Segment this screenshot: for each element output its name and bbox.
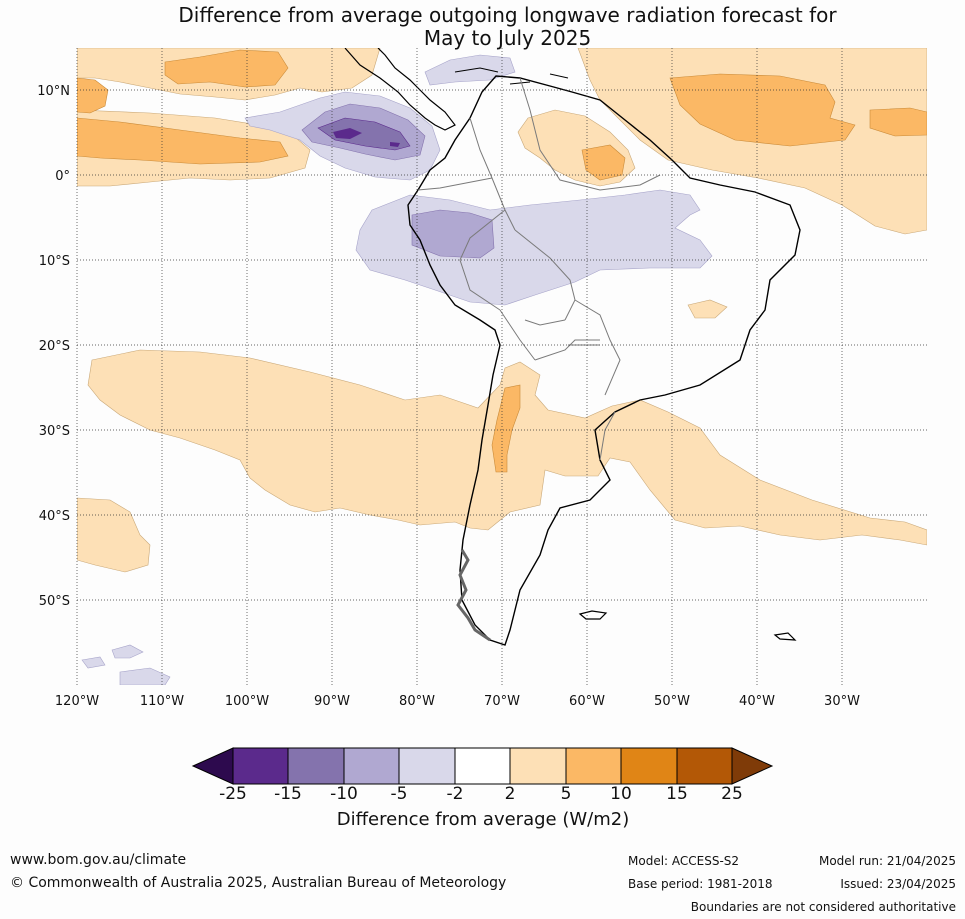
negative-anomaly-dark — [317, 117, 411, 151]
map-title: Difference from average outgoing longwav… — [0, 4, 965, 50]
positive-anomaly-medium — [77, 49, 927, 473]
lon-label: 120°W — [55, 694, 99, 709]
colorbar-title: Difference from average (W/m2) — [337, 809, 629, 830]
lon-label: 30°W — [824, 694, 860, 709]
lon-label: 100°W — [225, 694, 269, 709]
negative-anomaly-strongest — [333, 128, 400, 147]
lat-label: 10°S — [39, 254, 70, 269]
lon-label: 110°W — [140, 694, 184, 709]
colorbar-low-arrow — [191, 747, 234, 785]
lat-label: 0° — [55, 169, 70, 184]
map-gridlines — [76, 48, 927, 685]
latitude-labels: 10°N 0° 10°S 20°S 30°S 40°S 50°S — [37, 84, 70, 609]
lon-label: 90°W — [314, 694, 350, 709]
colorbar-swatch — [233, 748, 288, 784]
colorbar-swatch — [455, 748, 510, 784]
issued-date: Issued: 23/04/2025 — [840, 877, 956, 891]
lon-label: 70°W — [484, 694, 520, 709]
lat-label: 40°S — [39, 509, 70, 524]
colorbar-swatch — [288, 748, 344, 784]
base-period: Base period: 1981-2018 — [628, 877, 773, 891]
colorbar-tick: 25 — [721, 784, 743, 804]
colorbar-tick: 5 — [561, 784, 572, 804]
south-america-coastline — [407, 75, 801, 646]
colorbar-tick: 10 — [610, 784, 632, 804]
model-run: Model run: 21/04/2025 — [818, 854, 956, 868]
lon-label: 40°W — [739, 694, 775, 709]
lon-label: 80°W — [399, 694, 435, 709]
lon-label: 60°W — [569, 694, 605, 709]
colorbar-tick: -2 — [447, 784, 464, 804]
colorbar-tick: -5 — [391, 784, 408, 804]
longitude-labels: 120°W 110°W 100°W 90°W 80°W 70°W 60°W 50… — [55, 694, 860, 709]
colorbar-swatch — [677, 748, 732, 784]
lat-label: 20°S — [39, 339, 70, 354]
colorbar-tick: -10 — [330, 784, 358, 804]
colorbar-tick: 15 — [666, 784, 688, 804]
lon-label: 50°W — [654, 694, 690, 709]
copyright-text: © Commonwealth of Australia 2025, Austra… — [10, 875, 507, 891]
colorbar: -25 -15 -10 -5 -2 2 5 10 15 25 Differenc… — [191, 747, 774, 830]
model-name: Model: ACCESS-S2 — [628, 854, 740, 868]
falkland-islands — [578, 610, 797, 641]
colorbar-tick: -25 — [219, 784, 247, 804]
colorbar-tick: 2 — [505, 784, 516, 804]
lat-label: 10°N — [37, 84, 70, 99]
title-line-1: Difference from average outgoing longwav… — [178, 3, 837, 27]
central-america-coastline — [344, 48, 456, 131]
website-link[interactable]: www.bom.gov.au/climate — [10, 852, 187, 868]
colorbar-swatch — [399, 748, 455, 784]
colorbar-swatch — [344, 748, 399, 784]
anomaly-field — [77, 48, 927, 685]
chilean-fjords — [456, 549, 491, 642]
boundaries-disclaimer: Boundaries are not considered authoritat… — [690, 900, 956, 914]
colorbar-swatch — [566, 748, 621, 784]
lat-label: 30°S — [39, 424, 70, 439]
colorbar-high-arrow — [731, 747, 774, 785]
colorbar-tick: -15 — [274, 784, 302, 804]
caribbean-islands — [454, 67, 569, 85]
title-line-2: May to July 2025 — [423, 26, 592, 50]
lat-label: 50°S — [39, 594, 70, 609]
colorbar-swatch — [510, 748, 566, 784]
colorbar-swatch — [621, 748, 677, 784]
